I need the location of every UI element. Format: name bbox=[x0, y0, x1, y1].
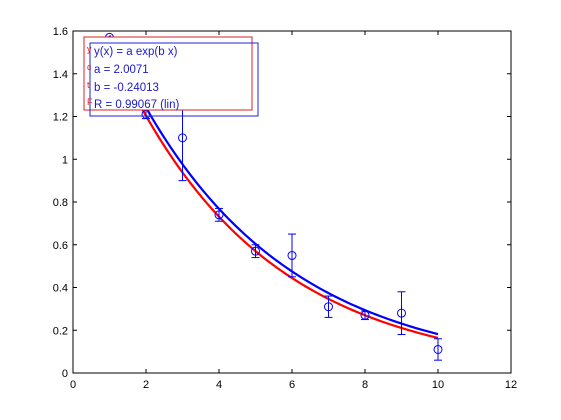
axis-ticks: 0 2 4 6 8 10 12 0 0.2 0.4 0.6 0.8 1 1.2 1.4 1.6 bbox=[53, 26, 517, 391]
data-points bbox=[105, 32, 443, 361]
y-tick-label: 0.2 bbox=[53, 325, 68, 337]
x-tick-label: 10 bbox=[432, 379, 444, 391]
data-point bbox=[287, 250, 297, 260]
legend-line-4-prefix: F bbox=[87, 97, 93, 107]
y-tick-label: 1.6 bbox=[53, 26, 68, 38]
data-point bbox=[433, 344, 443, 354]
x-tick-label: 8 bbox=[362, 379, 368, 391]
legend-line-2-prefix: c bbox=[87, 62, 92, 72]
x-tick-label: 12 bbox=[505, 379, 517, 391]
y-tick-label: 0 bbox=[62, 368, 68, 380]
y-tick-label: 0.4 bbox=[53, 283, 68, 295]
fit-legend: y y(x) = a exp(b x) c a = 2.0071 t b = -… bbox=[83, 36, 259, 117]
legend-box-blue bbox=[89, 42, 259, 117]
x-tick-label: 6 bbox=[289, 379, 295, 391]
y-tick-label: 0.8 bbox=[53, 197, 68, 209]
y-tick-label: 1.2 bbox=[53, 112, 68, 124]
x-tick-label: 0 bbox=[70, 379, 76, 391]
legend-line-2: a = 2.0071 bbox=[94, 64, 149, 76]
fit-curve-red bbox=[108, 42, 439, 339]
x-tick-label: 2 bbox=[143, 379, 149, 391]
legend-line-1: y(x) = a exp(b x) bbox=[94, 46, 178, 58]
data-point bbox=[360, 310, 370, 320]
legend-line-1-prefix: y bbox=[87, 44, 92, 54]
legend-box-red bbox=[83, 36, 253, 111]
legend-line-3: b = -0.24013 bbox=[94, 82, 159, 94]
data-point bbox=[324, 302, 333, 312]
y-tick-label: 1 bbox=[62, 154, 68, 166]
fit-curves bbox=[108, 35, 439, 339]
data-point bbox=[178, 133, 187, 143]
x-tick-label: 4 bbox=[216, 379, 222, 391]
y-tick-label: 1.4 bbox=[53, 69, 68, 81]
fit-curve-blue bbox=[108, 35, 439, 336]
data-point bbox=[397, 308, 406, 318]
legend-line-3-prefix: t bbox=[87, 80, 90, 90]
legend-line-4: R = 0.99067 (lin) bbox=[94, 99, 180, 111]
y-tick-label: 0.6 bbox=[53, 240, 68, 252]
data-point bbox=[251, 246, 260, 256]
data-point bbox=[214, 210, 224, 220]
